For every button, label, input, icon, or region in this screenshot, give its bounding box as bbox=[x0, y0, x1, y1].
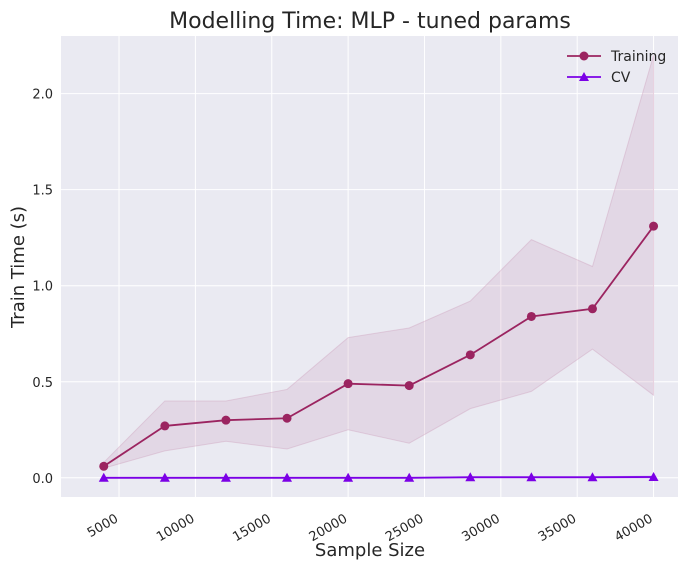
point-training bbox=[465, 350, 475, 360]
point-cv bbox=[648, 472, 659, 482]
point-cv bbox=[526, 472, 537, 482]
legend-marker-training bbox=[579, 51, 589, 61]
line-cv bbox=[103, 476, 654, 479]
y-tick-label: 2.0 bbox=[32, 88, 53, 103]
y-tick-label: 0.5 bbox=[32, 376, 53, 391]
legend-label-cv: CV bbox=[611, 70, 631, 86]
band-training bbox=[103, 55, 655, 469]
point-training bbox=[649, 221, 659, 231]
point-cv bbox=[343, 472, 354, 482]
chart-title: Modelling Time: MLP - tuned params bbox=[169, 9, 571, 34]
point-cv bbox=[282, 472, 293, 482]
point-training bbox=[221, 415, 231, 425]
point-cv bbox=[465, 472, 476, 482]
point-cv bbox=[404, 472, 415, 482]
point-training bbox=[282, 413, 292, 423]
y-tick-label: 0.0 bbox=[32, 472, 53, 487]
point-cv bbox=[220, 472, 231, 482]
point-training bbox=[404, 381, 414, 391]
y-axis-label: Train Time (s) bbox=[8, 206, 29, 329]
legend-item-cv: CV bbox=[567, 70, 631, 86]
series-markers bbox=[98, 221, 659, 482]
point-training bbox=[587, 304, 597, 314]
series-lines bbox=[103, 225, 655, 479]
y-tick-label: 1.0 bbox=[32, 280, 53, 295]
y-tick-label: 1.5 bbox=[32, 184, 53, 199]
point-training bbox=[526, 311, 536, 321]
y-tick-labels: 0.0 0.5 1.0 1.5 2.0 bbox=[32, 88, 53, 487]
point-cv bbox=[98, 472, 109, 482]
x-tick-label: 5000 bbox=[85, 511, 121, 541]
legend-label-training: Training bbox=[610, 49, 666, 65]
line-training bbox=[103, 225, 655, 468]
point-cv bbox=[587, 472, 598, 482]
legend-marker-cv bbox=[579, 72, 589, 81]
point-cv bbox=[159, 472, 170, 482]
legend-item-training: Training bbox=[567, 49, 666, 65]
x-tick-label: 30000 bbox=[460, 511, 503, 545]
x-tick-label: 10000 bbox=[154, 511, 197, 545]
x-tick-label: 15000 bbox=[230, 511, 273, 545]
legend: Training CV bbox=[567, 49, 666, 86]
x-tick-label: 35000 bbox=[536, 511, 579, 545]
point-training bbox=[343, 379, 353, 389]
x-axis-label: Sample Size bbox=[315, 540, 425, 561]
plot-background bbox=[61, 36, 678, 497]
point-training bbox=[160, 421, 170, 431]
point-training bbox=[99, 461, 109, 471]
x-tick-label: 40000 bbox=[612, 511, 655, 545]
